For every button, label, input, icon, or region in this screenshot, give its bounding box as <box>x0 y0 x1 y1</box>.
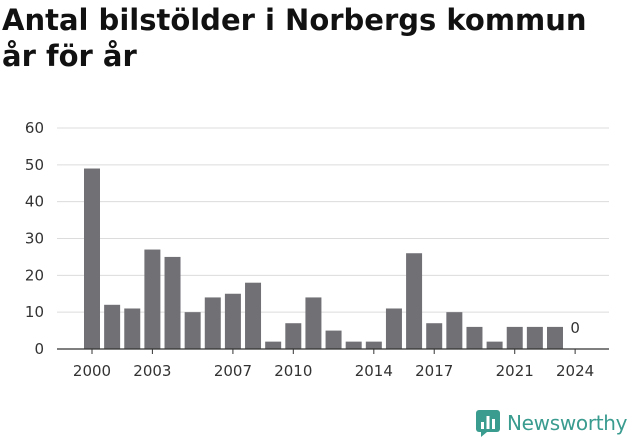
bar-2011 <box>305 297 322 349</box>
bar-2009 <box>265 341 282 349</box>
y-tick-label: 10 <box>25 303 44 321</box>
bars <box>84 168 563 349</box>
bar-2017 <box>426 323 443 349</box>
x-tick-label: 2017 <box>415 362 453 380</box>
bar-2016 <box>406 253 423 349</box>
brand-name: Newsworthy <box>507 411 628 435</box>
bar-2006 <box>204 297 221 349</box>
y-tick-label: 40 <box>25 193 44 211</box>
x-tick-label: 2024 <box>556 362 594 380</box>
y-tick-label: 20 <box>25 266 44 284</box>
bar-2023 <box>546 326 563 349</box>
bar-2010 <box>285 323 302 349</box>
bar-2004 <box>164 256 181 349</box>
bar-2019 <box>466 326 483 349</box>
x-tick-label: 2014 <box>355 362 393 380</box>
bar-2012 <box>325 330 342 349</box>
y-axis-ticks: 0 10 20 30 40 50 60 <box>25 119 44 358</box>
y-tick-label: 60 <box>25 119 44 137</box>
x-tick-label: 2021 <box>496 362 534 380</box>
value-labels: 0 <box>570 319 580 337</box>
newsworthy-logo: Newsworthy <box>476 408 628 438</box>
x-tick-label: 2003 <box>133 362 171 380</box>
bar-2001 <box>104 304 121 349</box>
chart-title: Antal bilstölder i Norbergs kommun år fö… <box>2 3 587 73</box>
bar-2018 <box>446 312 463 349</box>
x-axis: 2000 2003 2007 2010 2014 2017 2021 2024 <box>57 348 609 380</box>
y-tick-label: 0 <box>34 340 44 358</box>
value-label-2024: 0 <box>570 319 580 337</box>
bar-2003 <box>144 249 161 349</box>
bar-2014 <box>365 341 382 349</box>
bar-2020 <box>486 341 503 349</box>
x-tick-label: 2010 <box>274 362 312 380</box>
bar-2021 <box>506 326 523 349</box>
y-tick-label: 50 <box>25 156 44 174</box>
bar-2013 <box>345 341 362 349</box>
bar-2015 <box>385 308 402 349</box>
bar-2005 <box>184 312 201 349</box>
bar-2008 <box>245 282 262 349</box>
y-tick-label: 30 <box>25 230 44 248</box>
bar-2000 <box>84 168 100 349</box>
x-tick-label: 2000 <box>73 362 111 380</box>
bar-2022 <box>526 326 543 349</box>
bar-2002 <box>124 308 141 349</box>
bar-2007 <box>224 293 241 349</box>
x-tick-label: 2007 <box>214 362 252 380</box>
newsworthy-icon <box>476 409 500 437</box>
